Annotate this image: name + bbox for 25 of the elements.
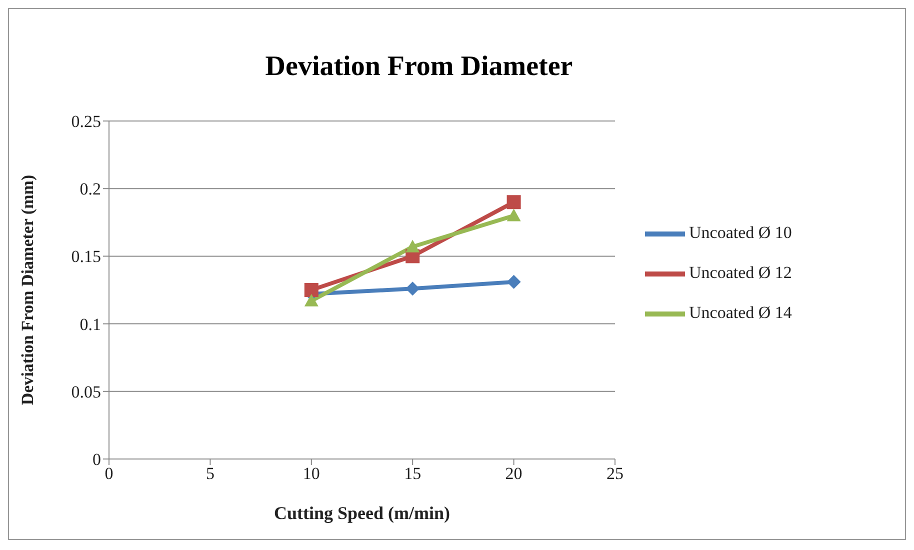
y-axis-title: Deviation From Diameter (mm)	[18, 174, 38, 406]
legend-label: Uncoated Ø 10	[689, 222, 792, 242]
point	[304, 294, 318, 306]
point	[406, 240, 420, 252]
x-tick-label: 20	[505, 464, 522, 484]
y-tick-label: 0.15	[71, 247, 101, 266]
y-tick-label: 0.2	[80, 180, 101, 199]
x-tick-label: 15	[404, 464, 422, 484]
y-tick-label: 0.05	[71, 382, 101, 402]
point	[506, 274, 521, 289]
x-tick-label: 0	[104, 464, 114, 484]
point	[506, 208, 521, 222]
point	[304, 283, 318, 297]
y-tick-label: 0	[92, 450, 101, 470]
x-tick-label: 25	[606, 464, 624, 484]
x-axis-title: Cutting Speed (m/min)	[274, 503, 450, 523]
y-tick-label: 0.25	[71, 112, 101, 132]
x-tick-label: 5	[206, 464, 214, 484]
point	[506, 195, 521, 210]
x-tick-label: 10	[302, 464, 320, 484]
chart-title: Deviation From Diameter	[264, 51, 574, 83]
y-tick-label: 0.1	[80, 314, 101, 334]
legend-label: Uncoated Ø 14	[689, 303, 792, 322]
point	[406, 282, 420, 296]
legend-label: Uncoated Ø 12	[689, 262, 792, 282]
